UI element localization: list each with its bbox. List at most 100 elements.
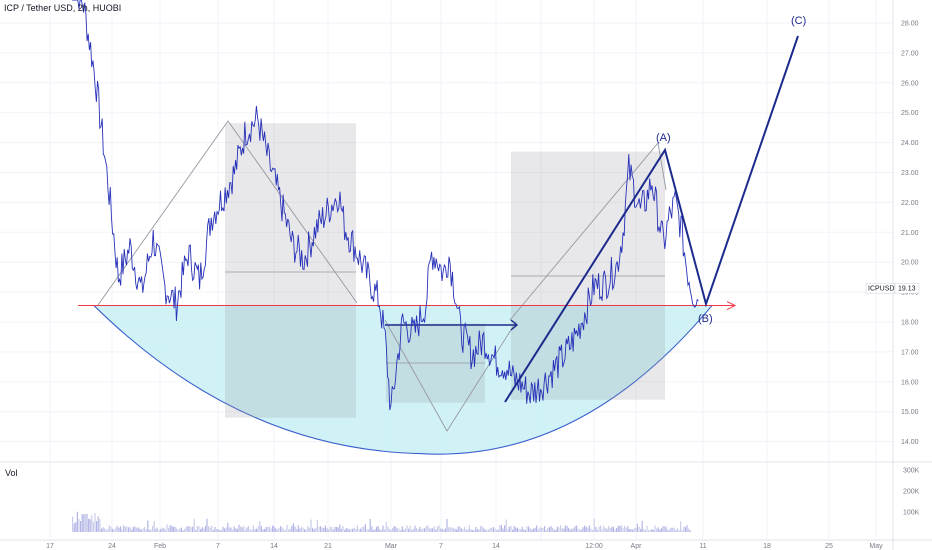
volume-bar: [676, 528, 678, 532]
projection-box: [225, 123, 356, 418]
volume-bar: [561, 528, 563, 532]
volume-bar: [353, 528, 355, 532]
volume-bar: [403, 529, 405, 532]
volume-bar: [390, 529, 392, 532]
volume-bar: [340, 528, 342, 532]
volume-bar: [499, 525, 501, 532]
volume-bar: [452, 527, 454, 532]
volume-bar: [574, 526, 576, 532]
x-tick-label: 7: [439, 543, 443, 550]
volume-bar: [476, 529, 478, 532]
volume-bar: [281, 527, 283, 532]
volume-bar: [302, 527, 304, 532]
volume-bar: [201, 527, 203, 532]
last-price-box: [894, 282, 920, 294]
volume-bar: [588, 525, 590, 532]
volume-bar: [204, 525, 206, 532]
volume-bar: [310, 519, 312, 532]
chart-title: ICP / Tether USD, 2h, HUOBI: [4, 3, 122, 13]
volume-bar: [532, 528, 534, 532]
volume-bar: [139, 528, 141, 532]
volume-bar: [510, 525, 512, 532]
volume-bar: [611, 527, 613, 532]
volume-bar: [534, 527, 536, 532]
volume-bar: [540, 527, 542, 532]
volume-bar: [177, 529, 179, 532]
volume-bar: [385, 522, 387, 532]
volume-bar: [515, 527, 517, 532]
volume-bar: [238, 524, 240, 532]
x-tick-label: 18: [763, 543, 771, 550]
volume-bar: [124, 526, 126, 532]
volume-bar: [563, 528, 565, 532]
volume-bar: [179, 528, 181, 532]
volume-bar: [288, 529, 290, 532]
volume-bar: [641, 520, 643, 532]
volume-bar: [436, 526, 438, 532]
volume-bar: [315, 527, 317, 532]
volume-bar: [153, 521, 155, 532]
volume-bar: [689, 530, 691, 532]
volume-bar: [248, 526, 250, 532]
volume-bar: [361, 526, 363, 532]
volume-bars: [72, 511, 691, 532]
volume-bar: [283, 529, 285, 532]
x-tick-label: 25: [825, 543, 833, 550]
y-tick-label: 27.00: [901, 50, 919, 57]
volume-bar: [406, 525, 408, 532]
y-tick-label: 23.00: [901, 170, 919, 177]
volume-bar: [444, 528, 446, 532]
volume-bar: [612, 526, 614, 532]
volume-bar: [516, 527, 518, 532]
x-tick-label: 14: [492, 543, 500, 550]
volume-bar: [400, 530, 402, 532]
volume-bar: [259, 521, 261, 532]
volume-bar: [388, 528, 390, 532]
volume-bar: [89, 519, 91, 532]
volume-bar: [598, 526, 600, 532]
volume-bar: [395, 526, 397, 532]
volume-bar: [508, 526, 510, 532]
volume-bar: [160, 529, 162, 532]
volume-bar: [576, 525, 578, 532]
volume-bar: [352, 528, 354, 532]
volume-bar: [350, 528, 352, 532]
x-tick-label: 7: [216, 543, 220, 550]
y-tick-label: 25.00: [901, 110, 919, 117]
volume-bar: [492, 527, 494, 532]
volume-bar: [432, 528, 434, 532]
volume-bar: [652, 529, 654, 532]
volume-bar: [224, 528, 226, 532]
volume-bar: [393, 526, 395, 532]
volume-bar: [416, 528, 418, 532]
volume-bar: [505, 519, 507, 532]
volume-bar: [603, 525, 605, 532]
volume-bar: [299, 528, 301, 532]
volume-bar: [635, 528, 637, 532]
volume-bar: [270, 528, 272, 532]
volume-bar: [116, 525, 118, 532]
volume-bar: [190, 527, 192, 532]
volume-bar: [150, 529, 152, 532]
volume-bar: [129, 527, 131, 532]
volume-bar: [633, 528, 635, 532]
volume-bar: [316, 520, 318, 532]
volume-bar: [408, 528, 410, 532]
volume-bar: [166, 524, 168, 532]
volume-bar: [118, 527, 120, 532]
volume-bar: [356, 525, 358, 532]
volume-bar: [640, 528, 642, 532]
volume-bar: [307, 526, 309, 532]
volume-bar: [73, 523, 75, 532]
volume-bar: [147, 520, 149, 532]
volume-bar: [128, 527, 130, 532]
volume-bar: [265, 527, 267, 532]
volume-bar: [132, 526, 134, 532]
volume-bar: [323, 527, 325, 532]
volume-bar: [572, 528, 574, 532]
volume-bar: [220, 530, 222, 532]
volume-bar: [681, 530, 683, 532]
volume-bar: [539, 527, 541, 532]
volume-bar: [257, 526, 259, 532]
x-tick-label: Apr: [631, 543, 643, 550]
